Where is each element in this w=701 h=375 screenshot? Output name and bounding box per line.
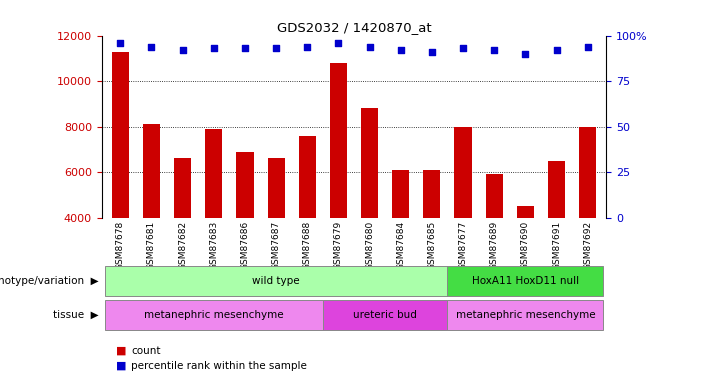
Text: GSM87684: GSM87684: [396, 221, 405, 270]
Text: GSM87690: GSM87690: [521, 221, 530, 270]
Bar: [330, 63, 347, 217]
Point: [395, 47, 407, 53]
Bar: [361, 108, 378, 217]
Bar: [548, 160, 565, 218]
Point: [426, 49, 437, 55]
Point: [519, 51, 531, 57]
Point: [582, 44, 593, 50]
Bar: [236, 152, 254, 217]
Text: ■: ■: [116, 361, 126, 370]
Bar: [268, 158, 285, 218]
Point: [364, 44, 375, 50]
Text: GSM87678: GSM87678: [116, 221, 125, 270]
Point: [239, 45, 250, 51]
Bar: [454, 127, 472, 218]
Bar: [579, 127, 597, 218]
Bar: [517, 206, 534, 218]
Text: ureteric bud: ureteric bud: [353, 310, 417, 320]
Text: GSM87689: GSM87689: [490, 221, 498, 270]
Bar: [299, 136, 316, 218]
Point: [208, 45, 219, 51]
Point: [333, 40, 344, 46]
Bar: [174, 158, 191, 218]
Text: count: count: [131, 346, 161, 355]
Bar: [392, 170, 409, 217]
Text: percentile rank within the sample: percentile rank within the sample: [131, 361, 307, 370]
Text: GSM87691: GSM87691: [552, 221, 561, 270]
Text: GSM87682: GSM87682: [178, 221, 187, 270]
Bar: [143, 124, 160, 218]
Point: [301, 44, 313, 50]
Point: [458, 45, 469, 51]
Text: GSM87683: GSM87683: [210, 221, 218, 270]
Text: GSM87685: GSM87685: [428, 221, 437, 270]
Text: GSM87687: GSM87687: [271, 221, 280, 270]
Text: GSM87679: GSM87679: [334, 221, 343, 270]
Bar: [323, 300, 447, 330]
Point: [271, 45, 282, 51]
Text: GSM87680: GSM87680: [365, 221, 374, 270]
Bar: [104, 266, 447, 296]
Bar: [111, 51, 129, 217]
Text: genotype/variation  ▶: genotype/variation ▶: [0, 276, 98, 286]
Bar: [486, 174, 503, 217]
Text: GSM87688: GSM87688: [303, 221, 312, 270]
Text: GSM87686: GSM87686: [240, 221, 250, 270]
Bar: [423, 170, 440, 217]
Bar: [104, 300, 323, 330]
Title: GDS2032 / 1420870_at: GDS2032 / 1420870_at: [277, 21, 431, 34]
Point: [115, 40, 126, 46]
Text: metanephric mesenchyme: metanephric mesenchyme: [456, 310, 595, 320]
Point: [177, 47, 189, 53]
Bar: [205, 129, 222, 218]
Text: GSM87681: GSM87681: [147, 221, 156, 270]
Text: ■: ■: [116, 346, 126, 355]
Point: [146, 44, 157, 50]
Bar: [447, 266, 604, 296]
Bar: [447, 300, 604, 330]
Text: GSM87677: GSM87677: [458, 221, 468, 270]
Text: HoxA11 HoxD11 null: HoxA11 HoxD11 null: [472, 276, 579, 286]
Text: wild type: wild type: [252, 276, 300, 286]
Text: tissue  ▶: tissue ▶: [53, 310, 98, 320]
Text: GSM87692: GSM87692: [583, 221, 592, 270]
Text: metanephric mesenchyme: metanephric mesenchyme: [144, 310, 284, 320]
Point: [489, 47, 500, 53]
Point: [551, 47, 562, 53]
